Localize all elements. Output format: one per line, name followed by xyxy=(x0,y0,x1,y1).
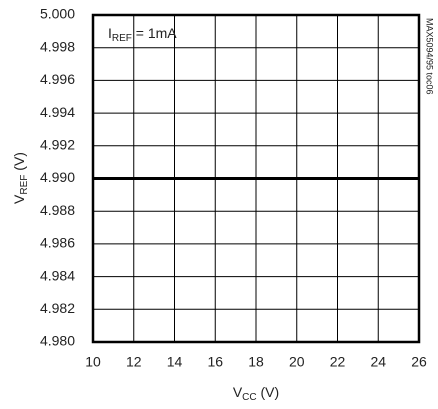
x-tick-label: 20 xyxy=(289,354,305,370)
x-tick-label: 18 xyxy=(248,354,264,370)
x-tick-label: 10 xyxy=(85,354,101,370)
annotation-sub: REF xyxy=(112,33,132,44)
x-tick-label: 14 xyxy=(167,354,183,370)
x-label-main: V xyxy=(233,384,243,400)
y-label-rest: (V) xyxy=(11,152,27,175)
x-tick-label: 22 xyxy=(330,354,346,370)
y-tick-label: 4.992 xyxy=(40,137,75,153)
y-label-main: V xyxy=(11,194,27,204)
y-tick-label: 4.988 xyxy=(40,202,75,218)
y-tick-label: 4.982 xyxy=(40,300,75,316)
y-tick-label: 4.990 xyxy=(40,169,75,185)
annotation-main: I xyxy=(108,25,112,41)
y-tick-label: 4.986 xyxy=(40,235,75,251)
x-label-sub: CC xyxy=(242,392,256,403)
y-tick-label: 4.980 xyxy=(40,333,75,349)
y-tick-label: 4.998 xyxy=(40,38,75,54)
y-tick-label: 4.984 xyxy=(40,267,75,283)
x-axis-label: VCC (V) xyxy=(233,384,279,403)
y-tick-label: 4.996 xyxy=(40,71,75,87)
x-tick-label: 26 xyxy=(411,354,427,370)
x-tick-label: 12 xyxy=(126,354,142,370)
y-tick-label: 5.000 xyxy=(40,6,75,22)
x-tick-label: 24 xyxy=(370,354,386,370)
side-note: MAX5094/95 toc06 xyxy=(425,18,435,95)
annotation-rest: = 1mA xyxy=(132,25,177,41)
y-tick-label: 4.994 xyxy=(40,104,75,120)
annotation: IREF = 1mA xyxy=(108,25,177,44)
x-tick-label: 16 xyxy=(207,354,223,370)
y-axis-label: VREF (V) xyxy=(11,152,30,204)
y-label-sub: REF xyxy=(19,175,30,195)
x-label-rest: (V) xyxy=(257,384,280,400)
